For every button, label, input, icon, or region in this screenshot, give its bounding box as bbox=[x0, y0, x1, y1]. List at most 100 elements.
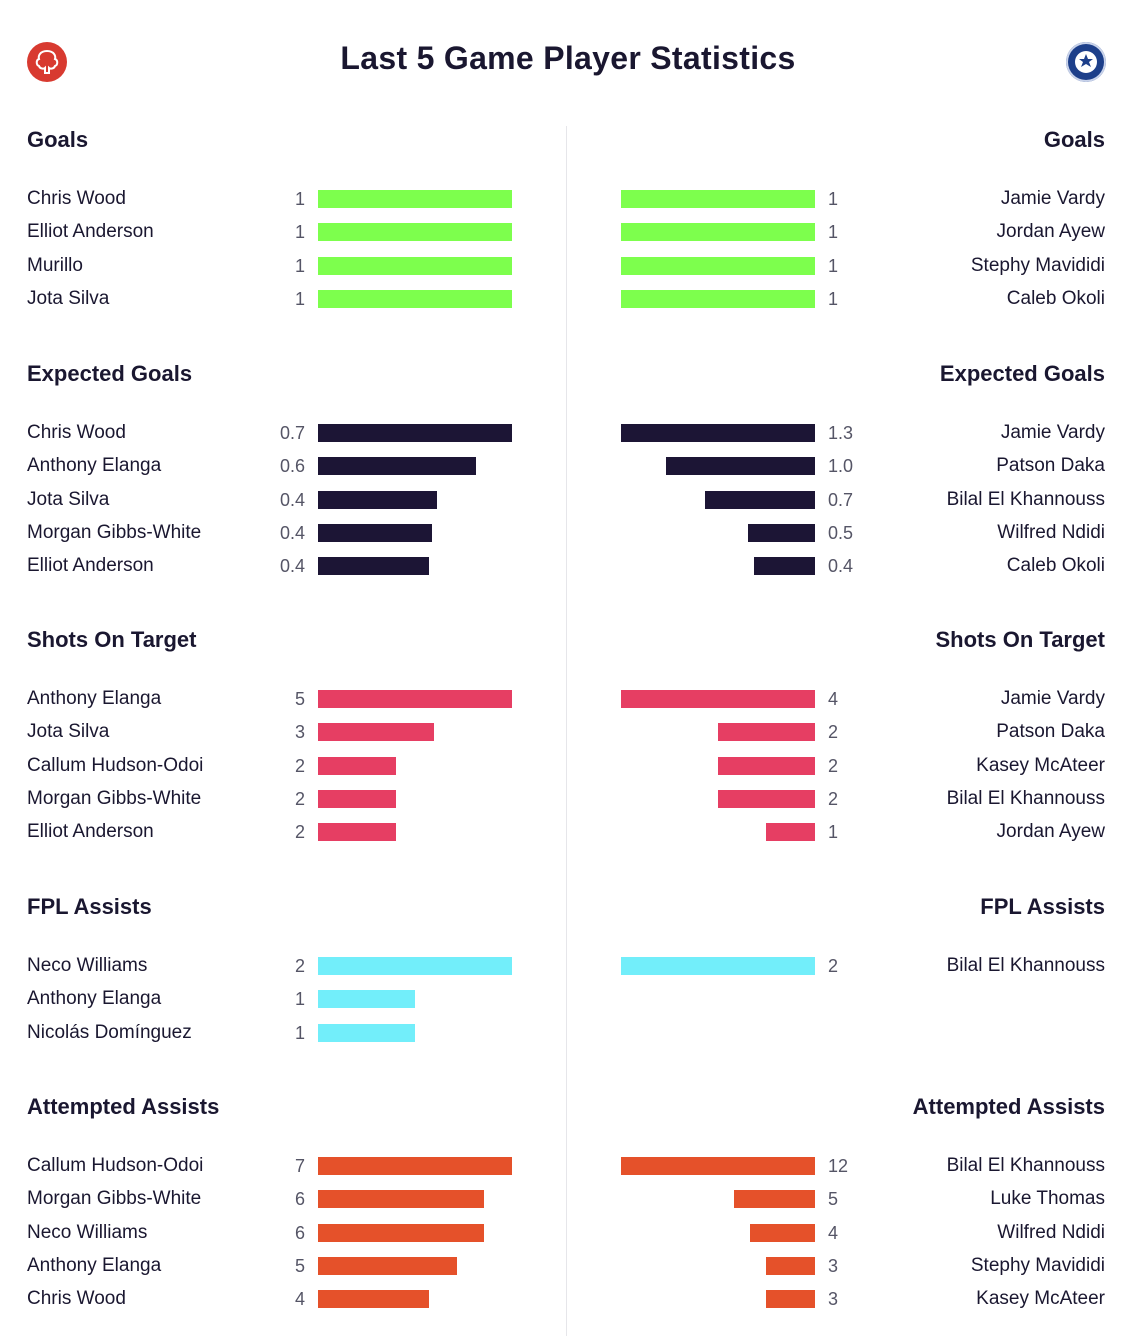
home-attempted-assists-title: Attempted Assists bbox=[27, 1094, 220, 1119]
home-data-label: 7 bbox=[294, 1156, 305, 1176]
home-data-label: 1 bbox=[294, 1023, 305, 1043]
home-player-name: Anthony Elanga bbox=[27, 988, 162, 1009]
away-player-name: Patson Daka bbox=[996, 721, 1105, 742]
home-data-label: 3 bbox=[294, 722, 305, 742]
home-player-name: Jota Silva bbox=[27, 489, 110, 510]
home-player-name: Anthony Elanga bbox=[27, 455, 162, 476]
home-player-name: Elliot Anderson bbox=[27, 555, 154, 576]
home-data-label: 0.4 bbox=[279, 490, 305, 510]
home-player-name: Morgan Gibbs-White bbox=[27, 1188, 202, 1209]
page-title: Last 5 Game Player Statistics bbox=[340, 40, 796, 76]
away-bar bbox=[718, 723, 815, 741]
away-bar bbox=[754, 557, 815, 575]
away-data-label: 5 bbox=[828, 1189, 839, 1209]
home-bar bbox=[318, 1024, 415, 1042]
home-bar bbox=[318, 491, 437, 509]
away-bar bbox=[621, 424, 815, 442]
home-player-name: Murillo bbox=[27, 255, 83, 276]
away-player-name: Jordan Ayew bbox=[996, 821, 1105, 842]
away-data-label: 4 bbox=[828, 689, 839, 709]
away-data-label: 2 bbox=[828, 722, 839, 742]
away-team-badge-icon bbox=[1066, 42, 1106, 82]
home-data-label: 0.6 bbox=[279, 456, 305, 476]
away-data-label: 1 bbox=[828, 189, 839, 209]
away-fpl-assists-title: FPL Assists bbox=[980, 894, 1105, 919]
home-player-name: Neco Williams bbox=[27, 955, 148, 976]
away-data-label: 0.4 bbox=[828, 556, 854, 576]
home-data-label: 0.4 bbox=[279, 556, 305, 576]
home-bar bbox=[318, 524, 432, 542]
away-data-label: 2 bbox=[828, 789, 839, 809]
away-player-name: Jordan Ayew bbox=[996, 221, 1105, 242]
home-bar bbox=[318, 424, 512, 442]
home-bar bbox=[318, 690, 512, 708]
home-bar bbox=[318, 190, 512, 208]
home-player-name: Anthony Elanga bbox=[27, 688, 162, 709]
home-data-label: 1 bbox=[294, 222, 305, 242]
home-bar bbox=[318, 223, 512, 241]
away-goals-title: Goals bbox=[1043, 127, 1105, 152]
home-bar bbox=[318, 757, 396, 775]
home-data-label: 2 bbox=[294, 789, 305, 809]
away-player-name: Bilal El Khannouss bbox=[946, 955, 1105, 976]
away-data-label: 12 bbox=[828, 1156, 849, 1176]
home-bar bbox=[318, 990, 415, 1008]
away-data-label: 3 bbox=[828, 1256, 839, 1276]
center-divider bbox=[566, 126, 567, 1336]
away-player-name: Luke Thomas bbox=[990, 1188, 1105, 1209]
away-shots-on-target-title: Shots On Target bbox=[935, 627, 1106, 652]
home-player-name: Elliot Anderson bbox=[27, 221, 154, 242]
away-bar bbox=[621, 223, 815, 241]
away-data-label: 2 bbox=[828, 756, 839, 776]
home-player-name: Callum Hudson-Odoi bbox=[27, 1155, 204, 1176]
home-data-label: 0.7 bbox=[279, 423, 305, 443]
home-bar bbox=[318, 457, 476, 475]
away-player-name: Bilal El Khannouss bbox=[946, 489, 1105, 510]
home-data-label: 2 bbox=[294, 756, 305, 776]
away-bar bbox=[621, 957, 815, 975]
away-player-name: Bilal El Khannouss bbox=[946, 1155, 1105, 1176]
home-player-name: Morgan Gibbs-White bbox=[27, 788, 202, 809]
away-expected-goals-title: Expected Goals bbox=[939, 361, 1105, 386]
home-player-name: Chris Wood bbox=[27, 422, 126, 443]
home-shots-on-target-title: Shots On Target bbox=[27, 627, 197, 652]
home-bar bbox=[318, 1224, 484, 1242]
away-bar bbox=[621, 290, 815, 308]
home-player-name: Nicolás Domínguez bbox=[27, 1022, 192, 1043]
away-bar bbox=[621, 1157, 815, 1175]
away-data-label: 1.3 bbox=[828, 423, 854, 443]
away-bar bbox=[666, 457, 815, 475]
away-player-name: Stephy Mavididi bbox=[970, 1255, 1105, 1276]
away-bar bbox=[621, 190, 815, 208]
home-data-label: 2 bbox=[294, 822, 305, 842]
away-bar bbox=[734, 1190, 815, 1208]
away-data-label: 3 bbox=[828, 1289, 839, 1309]
home-bar bbox=[318, 823, 396, 841]
away-player-name: Caleb Okoli bbox=[1006, 555, 1105, 576]
home-bar bbox=[318, 1290, 429, 1308]
home-data-label: 1 bbox=[294, 256, 305, 276]
away-attempted-assists-title: Attempted Assists bbox=[912, 1094, 1105, 1119]
away-data-label: 1 bbox=[828, 289, 839, 309]
away-player-name: Jamie Vardy bbox=[1000, 688, 1105, 709]
away-data-label: 1 bbox=[828, 222, 839, 242]
home-data-label: 5 bbox=[294, 689, 305, 709]
away-bar bbox=[705, 491, 815, 509]
home-bar bbox=[318, 790, 396, 808]
away-bar bbox=[621, 690, 815, 708]
home-data-label: 6 bbox=[294, 1189, 305, 1209]
home-data-label: 2 bbox=[294, 956, 305, 976]
home-data-label: 6 bbox=[294, 1223, 305, 1243]
away-data-label: 1 bbox=[828, 256, 839, 276]
home-data-label: 4 bbox=[294, 1289, 305, 1309]
home-bar bbox=[318, 957, 512, 975]
away-player-name: Wilfred Ndidi bbox=[997, 1222, 1105, 1243]
home-fpl-assists-title: FPL Assists bbox=[27, 894, 152, 919]
away-data-label: 1 bbox=[828, 822, 839, 842]
away-bar bbox=[748, 524, 815, 542]
away-player-name: Wilfred Ndidi bbox=[997, 522, 1105, 543]
home-bar bbox=[318, 723, 434, 741]
away-player-name: Stephy Mavididi bbox=[970, 255, 1105, 276]
home-player-name: Anthony Elanga bbox=[27, 1255, 162, 1276]
home-goals-title: Goals bbox=[27, 127, 89, 152]
